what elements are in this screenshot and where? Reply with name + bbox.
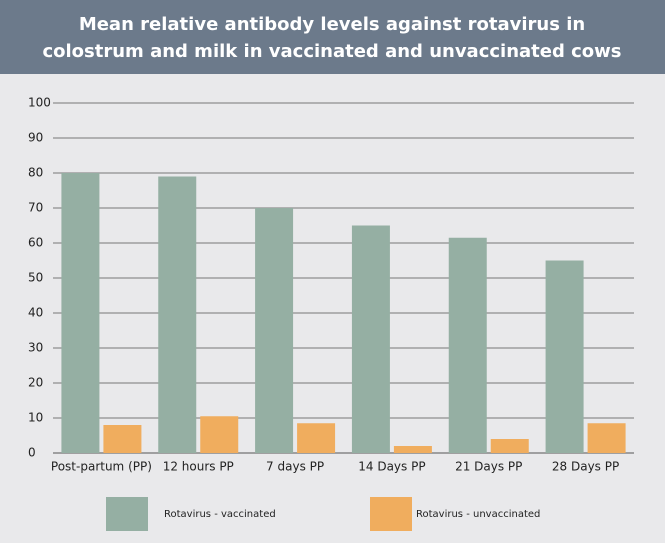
legend-swatch (106, 497, 148, 531)
bar (297, 423, 336, 453)
y-tick-label: 70 (28, 201, 43, 215)
y-tick-label: 100 (28, 96, 51, 110)
y-tick-label: 40 (28, 306, 43, 320)
bar (200, 416, 239, 453)
chart-title: colostrum and milk in vaccinated and unv… (42, 41, 621, 62)
legend-swatch (370, 497, 412, 531)
y-tick-label: 80 (28, 166, 43, 180)
bar (587, 423, 626, 453)
bar (103, 425, 142, 453)
bar (158, 176, 197, 453)
x-tick-label: Post-partum (PP) (51, 460, 152, 474)
bar (490, 439, 529, 453)
bar (61, 173, 100, 453)
y-tick-label: 60 (28, 236, 43, 250)
legend-label: Rotavirus - vaccinated (164, 509, 276, 520)
y-tick-label: 20 (28, 376, 43, 390)
bar (545, 260, 584, 453)
y-tick-label: 30 (28, 341, 43, 355)
x-tick-label: 12 hours PP (163, 460, 234, 474)
bar (393, 446, 432, 453)
bar (448, 237, 487, 453)
y-tick-label: 50 (28, 271, 43, 285)
y-tick-label: 0 (28, 446, 36, 460)
x-tick-label: 28 Days PP (552, 460, 619, 474)
x-tick-label: 14 Days PP (358, 460, 425, 474)
bar (351, 225, 390, 453)
bar (255, 208, 294, 453)
x-tick-label: 21 Days PP (455, 460, 522, 474)
legend-label: Rotavirus - unvaccinated (416, 509, 540, 520)
chart-title: Mean relative antibody levels against ro… (79, 14, 585, 35)
title-bar (0, 0, 665, 74)
x-tick-label: 7 days PP (266, 460, 324, 474)
y-tick-label: 90 (28, 131, 43, 145)
y-tick-label: 10 (28, 411, 43, 425)
